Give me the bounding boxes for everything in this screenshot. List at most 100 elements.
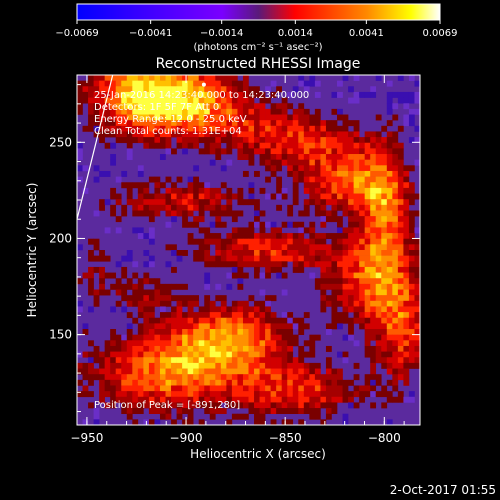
heatmap-cell <box>408 357 415 364</box>
heatmap-cell <box>270 357 277 364</box>
heatmap-cell <box>259 351 266 358</box>
heatmap-cell <box>265 148 271 155</box>
heatmap-cell <box>276 86 282 93</box>
heatmap-cell <box>237 137 244 144</box>
heatmap-cell <box>414 261 420 268</box>
heatmap-cell <box>392 300 399 307</box>
heatmap-cell <box>148 362 155 369</box>
heatmap-cell <box>331 108 338 115</box>
heatmap-cell <box>187 362 194 369</box>
heatmap-cell <box>137 295 144 302</box>
heatmap-cell <box>276 323 282 330</box>
heatmap-cell <box>392 362 399 369</box>
heatmap-cell <box>237 340 244 347</box>
heatmap-cell <box>220 238 227 245</box>
date-stamp: 2-Oct-2017 01:55 <box>390 483 496 497</box>
heatmap-cell <box>320 255 327 262</box>
heatmap-cells <box>77 75 420 425</box>
heatmap-cell <box>265 131 271 138</box>
heatmap-cell <box>187 103 194 110</box>
heatmap-cell <box>204 385 211 392</box>
heatmap-cell <box>165 300 172 307</box>
heatmap-cell <box>370 295 377 302</box>
heatmap-cell <box>204 402 211 409</box>
heatmap-cell <box>209 368 216 375</box>
heatmap-cell <box>176 91 183 98</box>
heatmap-cell <box>287 419 294 425</box>
heatmap-cell <box>325 345 332 352</box>
heatmap-cell <box>325 283 332 290</box>
heatmap-cell <box>414 289 420 296</box>
heatmap-cell <box>254 137 260 144</box>
heatmap-cell <box>126 255 133 262</box>
heatmap-cell <box>386 306 393 313</box>
heatmap-cell <box>82 368 89 375</box>
heatmap-cell <box>204 391 211 398</box>
heatmap-cell <box>303 408 310 415</box>
heatmap-cell <box>204 345 211 352</box>
heatmap-cell <box>143 137 150 144</box>
annotation-block: 25-Jan-2016 14:23:40.000 to 14:23:40.000… <box>94 90 309 137</box>
heatmap-cell <box>209 345 216 352</box>
heatmap-cell <box>353 266 360 273</box>
heatmap-cell <box>242 334 249 341</box>
heatmap-cell <box>88 108 94 115</box>
heatmap-cell <box>171 75 177 81</box>
heatmap-cell <box>386 334 393 341</box>
heatmap-cell <box>148 396 155 403</box>
heatmap-cell <box>193 312 200 319</box>
heatmap-cell <box>88 283 94 290</box>
heatmap-cell <box>132 289 139 296</box>
heatmap-cell <box>292 114 299 121</box>
heatmap-cell <box>143 385 150 392</box>
heatmap-cell <box>137 165 144 172</box>
heatmap-cell <box>370 204 377 211</box>
heatmap-cell <box>132 334 139 341</box>
heatmap-cell <box>110 120 117 127</box>
heatmap-cell <box>154 329 161 335</box>
heatmap-cell <box>314 413 321 420</box>
heatmap-cell <box>375 176 382 183</box>
heatmap-cell <box>237 374 244 381</box>
heatmap-cell <box>176 255 183 262</box>
heatmap-cell <box>414 317 420 324</box>
heatmap-cell <box>226 108 233 115</box>
heatmap-cell <box>126 295 133 302</box>
heatmap-cell <box>226 114 233 121</box>
heatmap-cell <box>337 244 343 251</box>
heatmap-cell <box>242 114 249 121</box>
heatmap-cell <box>237 396 244 403</box>
heatmap-cell <box>143 312 150 319</box>
heatmap-cell <box>193 391 200 398</box>
heatmap-cell <box>126 86 133 93</box>
heatmap-cell <box>148 391 155 398</box>
heatmap-cell <box>265 345 271 352</box>
heatmap-cell <box>265 306 271 313</box>
heatmap-cell <box>193 238 200 245</box>
heatmap-cell <box>159 114 166 121</box>
heatmap-cell <box>159 323 166 330</box>
heatmap-cell <box>298 385 305 392</box>
heatmap-cell <box>193 351 200 358</box>
heatmap-cell <box>309 402 316 409</box>
heatmap-cell <box>104 142 111 149</box>
heatmap-cell <box>370 227 377 234</box>
heatmap-cell <box>198 351 205 358</box>
heatmap-cell <box>137 391 144 398</box>
heatmap-cell <box>88 114 94 121</box>
heatmap-cell <box>259 125 266 132</box>
heatmap-cell <box>254 396 260 403</box>
heatmap-cell <box>353 391 360 398</box>
heatmap-cell <box>337 250 343 256</box>
heatmap-cell <box>386 216 393 223</box>
heatmap-cell <box>237 210 244 217</box>
heatmap-cell <box>408 182 415 189</box>
heatmap-cell <box>397 255 404 262</box>
heatmap-cell <box>287 374 294 381</box>
heatmap-cell <box>154 317 161 324</box>
heatmap-cell <box>298 402 305 409</box>
heatmap-cell <box>292 362 299 369</box>
heatmap-cell <box>314 176 321 183</box>
heatmap-cell <box>370 216 377 223</box>
heatmap-cell <box>370 351 377 358</box>
